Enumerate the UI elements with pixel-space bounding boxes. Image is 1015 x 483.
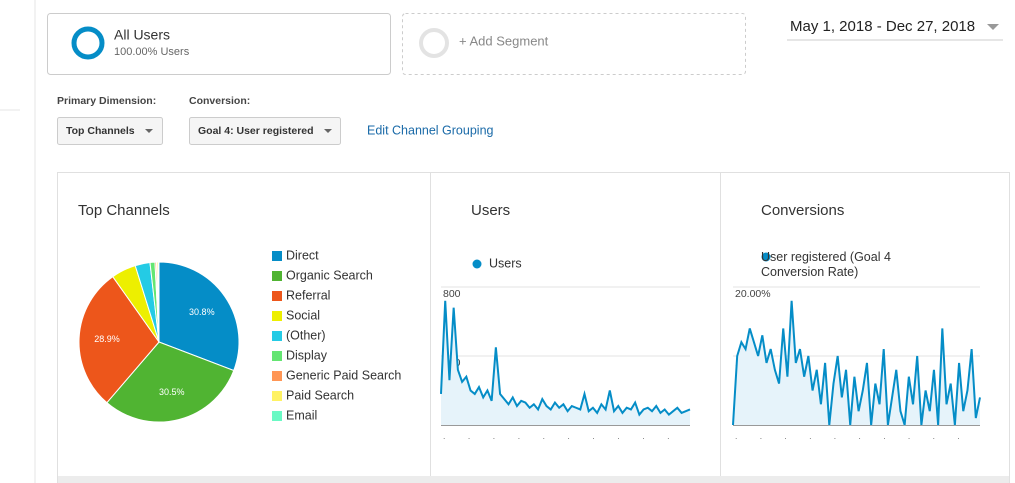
chart-title: Conversions <box>761 202 844 219</box>
x-tick-dots: ․ <box>760 434 762 441</box>
legend-swatch <box>272 291 282 301</box>
x-tick-dots: ․ <box>859 434 861 441</box>
x-tick-dots: ․ <box>784 434 786 441</box>
segment-icon <box>71 26 105 60</box>
pie-slice <box>106 341 235 423</box>
pie-slice <box>158 261 240 372</box>
legend-swatch <box>272 271 282 281</box>
x-tick-dots: ․ <box>933 434 935 441</box>
x-tick-dots: ․ <box>568 434 570 441</box>
legend-swatch <box>272 311 282 321</box>
x-tick-dots: ․ <box>957 434 959 441</box>
legend-swatch <box>272 391 282 401</box>
legend-entry: Organic Search <box>286 268 373 282</box>
pie-slice <box>157 261 160 343</box>
segment-card[interactable] <box>47 13 391 75</box>
legend-dot <box>761 252 771 262</box>
conversion-label: Conversion: <box>189 95 250 107</box>
legend-entry: Social <box>286 308 320 322</box>
legend-entry: Display <box>286 348 328 362</box>
chart-title: Users <box>471 202 510 219</box>
x-tick-dots: ․ <box>443 434 445 441</box>
x-tick-dots: ․ <box>493 434 495 441</box>
line <box>732 300 981 426</box>
slice-label: 28.9% <box>94 334 120 344</box>
legend-entry: Generic Paid Search <box>286 368 401 382</box>
primary-dimension-label: Primary Dimension: <box>57 95 156 107</box>
legend-entry: Referral <box>286 288 330 302</box>
legend-swatch <box>272 411 282 421</box>
legend-dot <box>472 259 482 269</box>
date-range[interactable]: May 1, 2018 - Dec 27, 2018 <box>790 18 975 35</box>
legend-entry: Direct <box>286 248 319 262</box>
x-tick-dots: ․ <box>642 434 644 441</box>
legend-swatch <box>272 371 282 381</box>
legend-entry: Paid Search <box>286 388 354 402</box>
x-tick-dots: ․ <box>908 434 910 441</box>
x-tick-dots: ․ <box>809 434 811 441</box>
legend-entry: Users <box>489 256 522 270</box>
y-tick-label: 800 <box>443 288 461 300</box>
x-tick-dots: ․ <box>834 434 836 441</box>
pie-slice <box>78 275 160 404</box>
legend-entry: (Other) <box>286 328 326 342</box>
legend-swatch <box>272 351 282 361</box>
legend-entry: Email <box>286 408 317 422</box>
date-caret <box>987 24 999 30</box>
panel-footer <box>58 476 1009 483</box>
legend-swatch <box>272 331 282 341</box>
x-tick-dots: ․ <box>592 434 594 441</box>
dropdown-caret <box>145 129 153 133</box>
chart-title: Top Channels <box>78 202 170 219</box>
y-tick-label: 20.00% <box>735 288 771 300</box>
segment-detail: 100.00% Users <box>114 46 190 58</box>
area <box>733 300 980 425</box>
legend-swatch <box>272 251 282 261</box>
x-tick-dots: ․ <box>617 434 619 441</box>
x-tick-dots: ․ <box>518 434 520 441</box>
slice-label: 30.5% <box>159 387 185 397</box>
add-segment-icon <box>419 28 449 58</box>
legend-entry: User registered (Goal 4 Conversion Rate) <box>761 250 891 279</box>
dimension-value[interactable]: Top Channels <box>66 125 135 137</box>
conversion-dropdown[interactable] <box>189 117 341 145</box>
x-tick-dots: ․ <box>468 434 470 441</box>
area <box>441 300 690 425</box>
dropdown-caret <box>324 129 332 133</box>
edit-channel-grouping[interactable]: Edit Channel Grouping <box>367 123 494 137</box>
slice-label: 30.8% <box>189 307 215 317</box>
add-segment[interactable]: + Add Segment <box>459 33 549 48</box>
add-segment-card[interactable] <box>402 13 746 75</box>
segment-name: All Users <box>114 27 170 43</box>
conversion-value[interactable]: Goal 4: User registered <box>198 125 314 137</box>
x-tick-dots: ․ <box>883 434 885 441</box>
line <box>440 300 691 417</box>
dimension-dropdown[interactable] <box>57 117 163 145</box>
x-tick-dots: ․ <box>667 434 669 441</box>
x-tick-dots: ․ <box>735 434 737 441</box>
x-tick-dots: ․ <box>543 434 545 441</box>
